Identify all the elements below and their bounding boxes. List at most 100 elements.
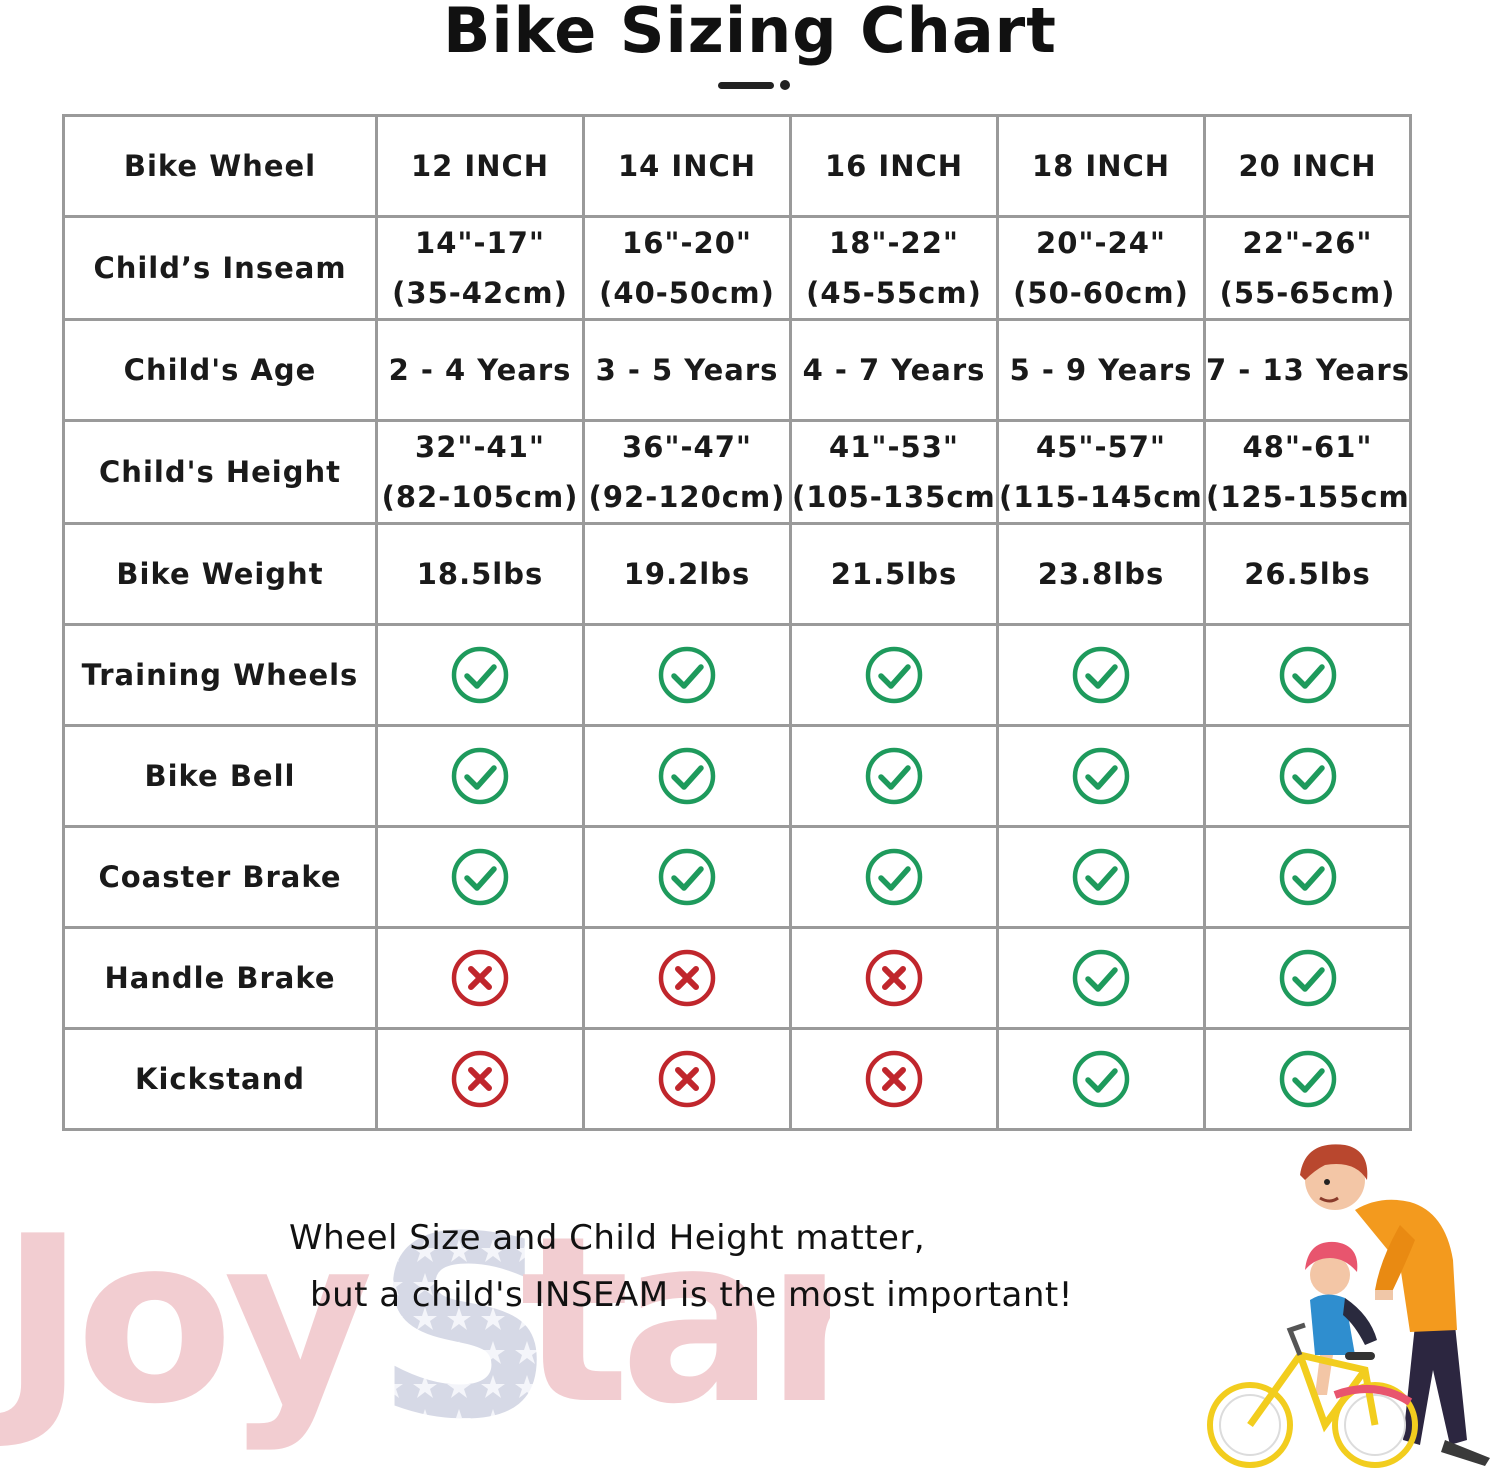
table-row: Coaster Brake (62, 825, 1412, 929)
table-cell (375, 1027, 585, 1131)
table-cell: 21.5lbs (789, 522, 999, 626)
value-text: 2 - 4 Years (388, 353, 572, 387)
table-cell (1203, 724, 1412, 828)
table-row: Child’s Inseam 14"-17" (35-42cm) 16"-20" (40… (62, 215, 1412, 321)
table-cell: 26.5lbs (1203, 522, 1412, 626)
table-cell: 19.2lbs (582, 522, 792, 626)
value-text: 21.5lbs (830, 557, 958, 591)
row-label: Bike Wheel (62, 114, 378, 218)
table-cell: 18.5lbs (375, 522, 585, 626)
svg-text:S: S (375, 1200, 555, 1460)
cross-icon (865, 1050, 923, 1108)
value-inches: 20"-24" (1036, 226, 1166, 260)
table-cell: 12 INCH (375, 114, 585, 218)
underline-dot (780, 80, 790, 90)
table-cell (996, 825, 1206, 929)
cross-icon (451, 949, 509, 1007)
value-text: 18.5lbs (416, 557, 544, 591)
wheel-size: 14 INCH (617, 149, 757, 183)
value-cm: (40-50cm) (599, 276, 775, 310)
table-cell (996, 1027, 1206, 1131)
value-text: 26.5lbs (1244, 557, 1371, 591)
check-icon (451, 646, 509, 704)
table-cell (1203, 825, 1412, 929)
value-cm: (115-145cm) (999, 480, 1205, 514)
bike-sizing-table: Bike Wheel 12 INCH 14 INCH 16 INCH 18 INCH 20… (62, 114, 1412, 1131)
check-icon (865, 747, 923, 805)
value-cm: (45-55cm) (806, 276, 982, 310)
parent-child-bike-illustration (1207, 1144, 1490, 1468)
check-icon (1072, 747, 1130, 805)
slogan-line-2: but a child's INSEAM is the most importa… (310, 1275, 1073, 1315)
value-inches: 45"-57" (1036, 430, 1166, 464)
table-row: Child's Height 32"-41" (82-105cm) 36"-47" (9… (62, 419, 1412, 525)
value-text: 4 - 7 Years (802, 353, 986, 387)
table-cell: 23.8lbs (996, 522, 1206, 626)
value-inches: 32"-41" (415, 430, 545, 464)
value-cm: (55-65cm) (1219, 276, 1396, 310)
table-cell (375, 926, 585, 1030)
value-inches: 18"-22" (829, 226, 959, 260)
table-cell: 32"-41" (82-105cm) (375, 419, 585, 525)
table-row: Bike Wheel 12 INCH 14 INCH 16 INCH 18 INCH 20… (62, 114, 1412, 218)
value-cm: (50-60cm) (1013, 276, 1189, 310)
value-inches: 16"-20" (622, 226, 752, 260)
value-cm: (82-105cm) (381, 480, 579, 514)
slogan-line-1: Wheel Size and Child Height matter, (289, 1218, 926, 1258)
table-cell: 4 - 7 Years (789, 318, 999, 422)
check-icon (451, 747, 509, 805)
value-inches: 22"-26" (1242, 226, 1373, 260)
table-cell (996, 623, 1206, 727)
wheel-size: 20 INCH (1238, 149, 1377, 183)
table-cell: 18 INCH (996, 114, 1206, 218)
table-cell (582, 926, 792, 1030)
check-icon (1072, 848, 1130, 906)
value-inches: 36"-47" (622, 430, 752, 464)
check-icon (1072, 1050, 1130, 1108)
table-cell (1203, 1027, 1412, 1131)
svg-text:Joy: Joy (0, 1200, 370, 1455)
cross-icon (658, 949, 716, 1007)
table-cell (375, 825, 585, 929)
table-cell: 3 - 5 Years (582, 318, 792, 422)
row-label: Bike Bell (62, 724, 378, 828)
table-cell (789, 623, 999, 727)
table-cell (582, 724, 792, 828)
check-icon (451, 848, 509, 906)
table-cell (996, 724, 1206, 828)
table-cell: 20"-24" (50-60cm) (996, 215, 1206, 321)
table-cell (789, 724, 999, 828)
cross-icon (658, 1050, 716, 1108)
joystar-watermark-logo: Joy S tar (0, 1200, 830, 1460)
table-row: Training Wheels (62, 623, 1412, 727)
check-icon (1279, 1050, 1336, 1108)
value-cm: (92-120cm) (588, 480, 786, 514)
value-text: 19.2lbs (623, 557, 751, 591)
table-row: Handle Brake (62, 926, 1412, 1030)
row-label: Bike Weight (62, 522, 378, 626)
row-label: Child's Height (62, 419, 378, 525)
table-cell: 20 INCH (1203, 114, 1412, 218)
table-cell: 5 - 9 Years (996, 318, 1206, 422)
table-row: Child's Age 2 - 4 Years 3 - 5 Years 4 - 7 Y… (62, 318, 1412, 422)
table-cell (789, 1027, 999, 1131)
check-icon (1279, 848, 1336, 906)
value-inches: 48"-61" (1242, 430, 1373, 464)
table-cell: 7 - 13 Years (1203, 318, 1412, 422)
row-label: Handle Brake (62, 926, 378, 1030)
svg-text:tar: tar (520, 1200, 830, 1455)
wheel-size: 18 INCH (1031, 149, 1171, 183)
table-cell (996, 926, 1206, 1030)
value-cm: (35-42cm) (392, 276, 568, 310)
table-cell: 48"-61" (125-155cm) (1203, 419, 1412, 525)
check-icon (658, 646, 716, 704)
check-icon (1072, 646, 1130, 704)
table-row: Bike Weight 18.5lbs 19.2lbs 21.5lbs 23.8lbs 2… (62, 522, 1412, 626)
check-icon (658, 747, 716, 805)
value-text: 3 - 5 Years (595, 353, 779, 387)
table-cell (1203, 623, 1412, 727)
table-cell: 22"-26" (55-65cm) (1203, 215, 1412, 321)
row-label: Kickstand (62, 1027, 378, 1131)
check-icon (658, 848, 716, 906)
check-icon (865, 848, 923, 906)
